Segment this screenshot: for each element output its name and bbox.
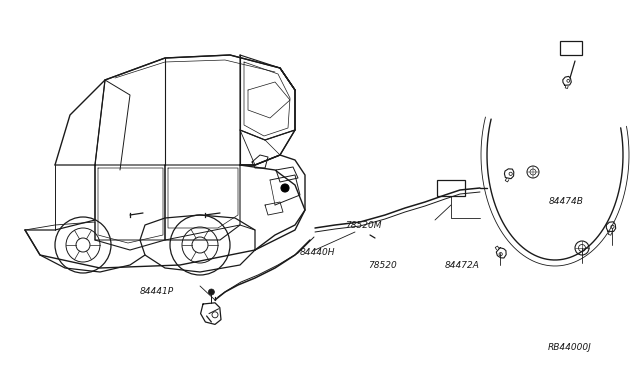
FancyBboxPatch shape: [437, 180, 465, 196]
Text: 78520M: 78520M: [345, 221, 381, 230]
Text: 84441P: 84441P: [140, 288, 174, 296]
Text: 84474B: 84474B: [549, 196, 584, 205]
Circle shape: [281, 184, 289, 192]
FancyBboxPatch shape: [560, 41, 582, 55]
Text: 78520: 78520: [369, 262, 397, 270]
Circle shape: [209, 289, 214, 295]
Text: RB44000J: RB44000J: [548, 343, 592, 353]
Text: 84472A: 84472A: [445, 262, 479, 270]
Text: 84440H: 84440H: [300, 247, 335, 257]
